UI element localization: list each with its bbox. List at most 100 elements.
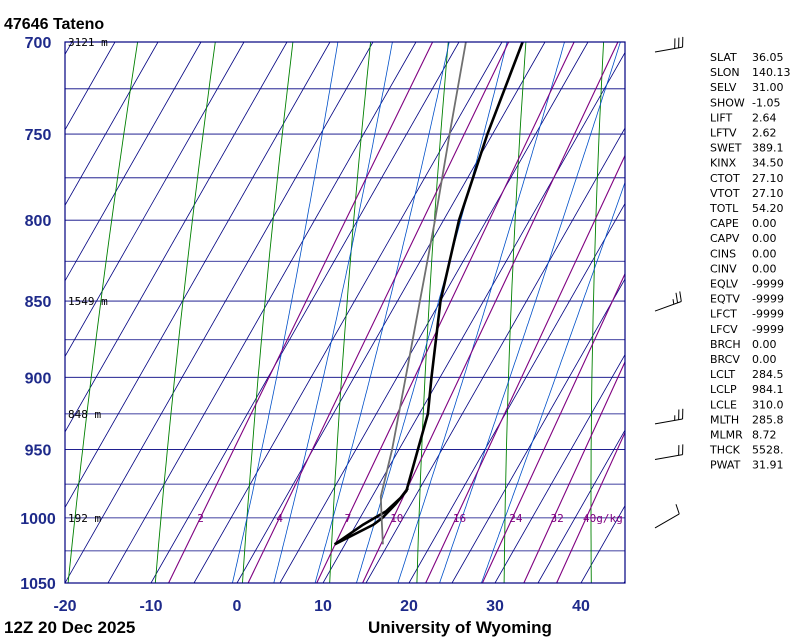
mixing-ratio-line-2	[168, 42, 434, 583]
index-key-show: SHOW	[710, 96, 745, 109]
index-value-pwat: 31.91	[752, 459, 784, 472]
pressure-tick-850: 850	[25, 294, 52, 311]
mixing-ratio-line-24	[481, 272, 625, 583]
isotherm--25	[65, 42, 331, 509]
isotherm-25	[451, 278, 625, 583]
isotherm-10	[322, 51, 625, 583]
index-key-lift: LIFT	[710, 111, 733, 124]
isotherm--40	[65, 42, 202, 282]
isotherm--30	[65, 42, 288, 433]
index-value-cinv: 0.00	[752, 262, 777, 275]
index-value-lfcv: -9999	[752, 323, 784, 336]
isotherm--50	[65, 42, 116, 131]
isotherm--60	[0, 42, 29, 583]
index-value-selv: 31.00	[752, 81, 784, 94]
moist-adiabat-300	[481, 181, 625, 583]
index-key-ctot: CTOT	[710, 172, 740, 185]
height-label-1000: 192 m	[68, 512, 101, 525]
dry-adiabat-310	[590, 42, 605, 583]
mixing-ratio-label-24: 24	[509, 512, 523, 525]
dry-adiabat-260	[154, 42, 216, 583]
index-key-pwat: PWAT	[710, 459, 741, 472]
index-key-brch: BRCH	[710, 338, 741, 351]
index-value-capv: 0.00	[752, 232, 777, 245]
index-key-cins: CINS	[710, 247, 736, 260]
index-key-slat: SLAT	[710, 51, 737, 64]
mixing-ratio-label-7: 7	[345, 512, 352, 525]
index-key-lclt: LCLT	[710, 368, 735, 381]
index-key-capv: CAPV	[710, 232, 740, 245]
index-value-slat: 36.05	[752, 51, 784, 64]
index-value-cape: 0.00	[752, 217, 777, 230]
mixing-ratio-line-40	[556, 431, 625, 583]
index-value-vtot: 27.10	[752, 187, 784, 200]
index-value-lclt: 284.5	[752, 368, 784, 381]
wind-barb-950	[654, 444, 684, 460]
index-key-cape: CAPE	[710, 217, 739, 230]
trace-layer	[333, 42, 524, 546]
isotherm-5	[279, 42, 589, 583]
credit-label: University of Wyoming	[368, 618, 552, 637]
dry-adiabat-240	[0, 42, 60, 583]
index-value-kinx: 34.50	[752, 157, 784, 170]
temperature-tick-30: 30	[486, 598, 504, 615]
index-key-vtot: VTOT	[710, 187, 740, 200]
indices-panel: SLAT 36.05 SLON 140.13 SELV 31.00 SHOW -1.05 LIF…	[709, 51, 791, 472]
index-key-lfct: LFCT	[710, 308, 737, 321]
index-value-brch: 0.00	[752, 338, 777, 351]
isotherm--20	[65, 42, 374, 583]
isotherm-15	[365, 127, 625, 583]
index-key-slon: SLON	[710, 66, 740, 79]
index-value-swet: 389.1	[752, 142, 784, 155]
mixing-ratio-label-40: 40g/kg	[583, 512, 623, 525]
index-key-totl: TOTL	[709, 202, 739, 215]
temperature-tick-40: 40	[572, 598, 590, 615]
plot-frame	[64, 41, 626, 584]
index-value-mlmr: 8.72	[752, 429, 777, 442]
index-key-thck: THCK	[709, 444, 741, 457]
wind-barb-column	[654, 36, 684, 529]
index-key-cinv: CINV	[710, 262, 737, 275]
index-value-mlth: 285.8	[752, 413, 784, 426]
index-value-brcv: 0.00	[752, 353, 777, 366]
index-value-lift: 2.64	[752, 111, 777, 124]
isotherm--15	[107, 42, 417, 583]
mixing-ratio-label-32: 32	[550, 512, 563, 525]
index-value-eqlv: -9999	[752, 278, 784, 291]
index-value-lcle: 310.0	[752, 398, 784, 411]
moist-adiabat-280	[314, 42, 450, 583]
pressure-tick-900: 900	[25, 370, 52, 387]
dewpoint-trace	[333, 487, 409, 546]
moist-adiabat-290	[397, 42, 565, 583]
isotherm--55	[65, 42, 73, 56]
wind-barb-850	[654, 291, 682, 312]
temperature-tick--20: -20	[53, 598, 76, 615]
pressure-tick-700: 700	[25, 35, 52, 52]
wind-barb-1000	[654, 504, 680, 529]
moist-adiabat-285	[356, 42, 508, 583]
dry-adiabat-270	[242, 42, 294, 583]
dry-adiabat-250	[67, 42, 139, 583]
dry-adiabat-290	[416, 42, 449, 583]
index-value-thck: 5528.	[752, 444, 784, 457]
dry-adiabat-320	[675, 42, 681, 583]
mixing-ratio-line-7	[316, 42, 575, 583]
isotherm-35	[537, 429, 625, 583]
index-key-eqlv: EQLV	[710, 278, 739, 291]
height-label-700: 3121 m	[68, 36, 108, 49]
isotherm--45	[65, 42, 159, 207]
height-label-925: 848 m	[68, 408, 101, 421]
isotherm-30	[494, 353, 625, 583]
isotherm-0	[236, 42, 546, 583]
index-key-lftv: LFTV	[710, 127, 737, 140]
moist-adiabat-295	[439, 42, 621, 583]
index-value-lftv: 2.62	[752, 127, 777, 140]
isotherm--35	[65, 42, 245, 358]
index-value-totl: 54.20	[752, 202, 784, 215]
mixing-ratio-line-4	[247, 42, 510, 583]
mixing-ratio-label-2: 2	[197, 512, 204, 525]
temperature-tick-20: 20	[400, 598, 418, 615]
index-key-selv: SELV	[710, 81, 737, 94]
mixing-ratio-line-32	[523, 360, 625, 583]
